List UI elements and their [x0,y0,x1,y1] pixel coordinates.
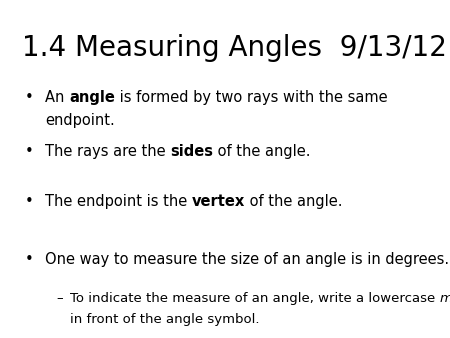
Text: •: • [25,194,33,209]
Text: endpoint.: endpoint. [45,113,115,127]
Text: •: • [25,144,33,159]
Text: vertex: vertex [192,194,245,209]
Text: is formed by two rays with the same: is formed by two rays with the same [115,90,387,104]
Text: –: – [56,292,63,305]
Text: The endpoint is the: The endpoint is the [45,194,192,209]
Text: An: An [45,90,69,104]
Text: 1.4 Measuring Angles  9/13/12: 1.4 Measuring Angles 9/13/12 [22,34,447,62]
Text: •: • [25,90,33,104]
Text: m: m [439,292,450,305]
Text: angle: angle [69,90,115,104]
Text: of the angle.: of the angle. [213,144,311,159]
Text: in front of the angle symbol.: in front of the angle symbol. [70,313,259,325]
Text: One way to measure the size of an angle is in degrees.: One way to measure the size of an angle … [45,252,449,267]
Text: To indicate the measure of an angle, write a lowercase: To indicate the measure of an angle, wri… [70,292,439,305]
Text: sides: sides [170,144,213,159]
Text: •: • [25,252,33,267]
Text: of the angle.: of the angle. [245,194,342,209]
Text: The rays are the: The rays are the [45,144,170,159]
